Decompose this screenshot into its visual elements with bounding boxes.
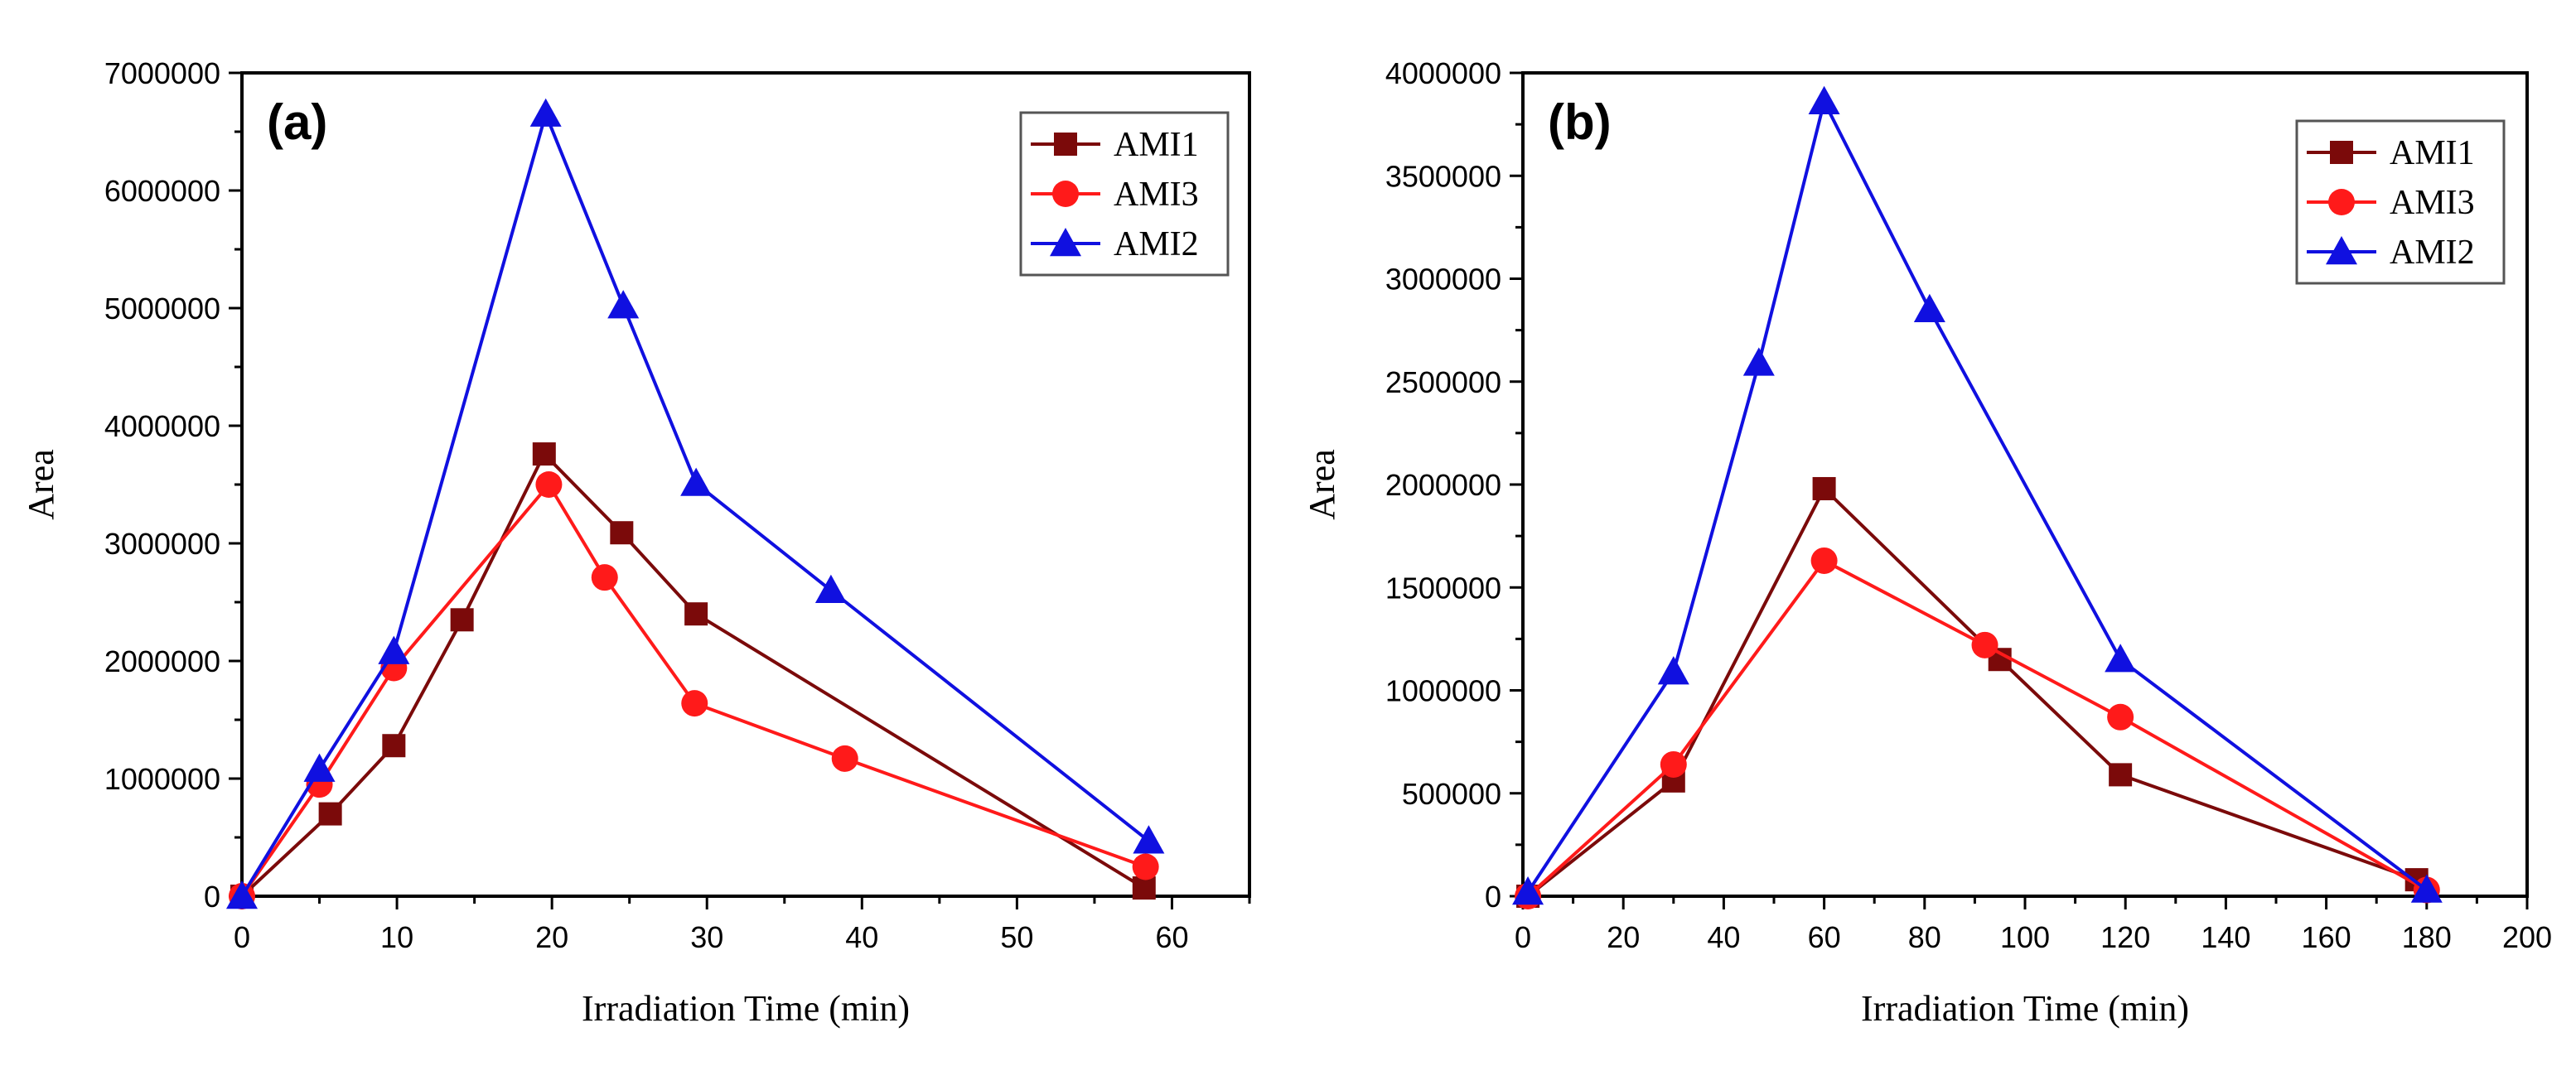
data-point-ami2 <box>2410 874 2443 903</box>
data-point-ami3 <box>1810 547 1838 574</box>
x-tick-label: 140 <box>2201 920 2250 954</box>
x-axis-title: Irradiation Time (min) <box>1861 988 2189 1029</box>
chart-panel-b: 0 20 40 60 80 100 120 140 160 180 200 0 500000 100000… <box>1302 56 2552 1029</box>
data-point-ami2 <box>1657 656 1689 685</box>
x-tick-label: 60 <box>1155 920 1188 954</box>
legend-label-ami3: AMI3 <box>2390 184 2475 222</box>
data-point-ami2 <box>1742 347 1775 376</box>
data-point-ami2 <box>814 574 847 603</box>
data-point-ami1 <box>532 442 556 466</box>
data-point-ami3 <box>1132 853 1159 880</box>
y-tick-label: 0 <box>204 880 220 914</box>
y-tick-label: 500000 <box>1402 777 1501 811</box>
x-tick-label: 80 <box>1908 920 1941 954</box>
panel-label: (b) <box>1548 94 1612 150</box>
legend-marker-ami1 <box>1054 133 1077 156</box>
y-tick-label: 4000000 <box>104 409 220 443</box>
x-tick-label: 60 <box>1808 920 1841 954</box>
data-point-ami2 <box>1913 293 1945 322</box>
y-tick-label: 7000000 <box>104 56 220 90</box>
data-point-ami3 <box>1971 631 1998 658</box>
legend-marker-ami3 <box>1052 181 1079 207</box>
y-tick-label: 2500000 <box>1385 365 1501 399</box>
y-tick-label: 2000000 <box>104 644 220 678</box>
y-tick-label: 3000000 <box>1385 263 1501 297</box>
series-line-ami3 <box>1526 558 2428 898</box>
data-point-ami3 <box>681 690 708 717</box>
chart-panel-a: 0 10 20 30 40 50 60 0 1000000 2000000 3000000 40000… <box>21 56 1251 1029</box>
data-point-ami1 <box>1812 476 1836 500</box>
data-point-ami2 <box>1808 85 1840 114</box>
series-line-ami2 <box>240 109 1150 898</box>
x-tick-label: 20 <box>535 920 568 954</box>
data-point-ami2 <box>529 98 562 127</box>
y-tick-label: 6000000 <box>104 174 220 208</box>
x-tick-label: 10 <box>380 920 413 954</box>
series-line-ami3 <box>240 481 1147 898</box>
data-point-ami3 <box>535 471 563 498</box>
panel-label: (a) <box>267 94 327 150</box>
data-point-ami1 <box>318 802 342 826</box>
x-tick-label: 180 <box>2402 920 2452 954</box>
data-point-ami3 <box>2107 703 2134 731</box>
legend-label-ami1: AMI1 <box>2390 134 2475 172</box>
y-tick-label: 5000000 <box>104 292 220 326</box>
x-tick-label: 40 <box>845 920 878 954</box>
data-point-ami3 <box>591 564 618 591</box>
data-point-ami1 <box>610 521 634 545</box>
data-point-ami2 <box>378 635 410 664</box>
data-point-ami1 <box>1132 876 1156 900</box>
x-tick-label: 200 <box>2502 920 2552 954</box>
x-tick-label: 20 <box>1607 920 1640 954</box>
data-point-ami1 <box>2109 763 2133 787</box>
y-tick-label: 4000000 <box>1385 56 1501 90</box>
x-tick-label: 40 <box>1707 920 1740 954</box>
data-point-ami1 <box>684 602 708 626</box>
y-tick-label: 3000000 <box>104 527 220 561</box>
legend-marker-ami2 <box>1050 228 1081 257</box>
y-tick-label: 2000000 <box>1385 468 1501 502</box>
legend-marker-ami2 <box>2326 236 2357 265</box>
x-tick-label: 160 <box>2302 920 2351 954</box>
x-axis-title: Irradiation Time (min) <box>582 988 910 1029</box>
x-tick-label: 100 <box>2000 920 2050 954</box>
x-tick-label: 0 <box>234 920 250 954</box>
x-tick-label: 30 <box>690 920 723 954</box>
series-line-ami1 <box>1526 485 2418 898</box>
legend-label-ami1: AMI1 <box>1114 126 1199 164</box>
data-point-ami2 <box>607 290 640 319</box>
data-point-ami3 <box>831 745 858 772</box>
x-tick-label: 0 <box>1515 920 1531 954</box>
x-tick-label: 50 <box>1000 920 1033 954</box>
legend-label-ami2: AMI2 <box>1114 225 1199 263</box>
data-point-ami2 <box>303 753 336 782</box>
y-tick-label: 1000000 <box>104 762 220 796</box>
legend-label-ami3: AMI3 <box>1114 176 1199 214</box>
data-point-ami2 <box>226 880 258 909</box>
legend-marker-ami1 <box>2330 141 2353 164</box>
y-tick-label: 3500000 <box>1385 159 1501 193</box>
y-tick-label: 1000000 <box>1385 674 1501 708</box>
legend-marker-ami3 <box>2328 189 2355 215</box>
x-tick-label: 120 <box>2100 920 2150 954</box>
data-point-ami1 <box>382 734 406 758</box>
y-axis-title: Area <box>21 449 61 520</box>
data-point-ami2 <box>1133 825 1165 854</box>
y-tick-label: 1500000 <box>1385 571 1501 605</box>
y-axis-title: Area <box>1302 449 1342 520</box>
legend-label-ami2: AMI2 <box>2390 234 2475 272</box>
data-point-ami2 <box>2105 644 2137 673</box>
data-point-ami3 <box>1660 750 1687 778</box>
data-point-ami2 <box>680 467 713 496</box>
data-point-ami2 <box>1512 876 1544 905</box>
data-point-ami1 <box>450 608 474 632</box>
y-tick-label: 0 <box>1485 880 1501 914</box>
